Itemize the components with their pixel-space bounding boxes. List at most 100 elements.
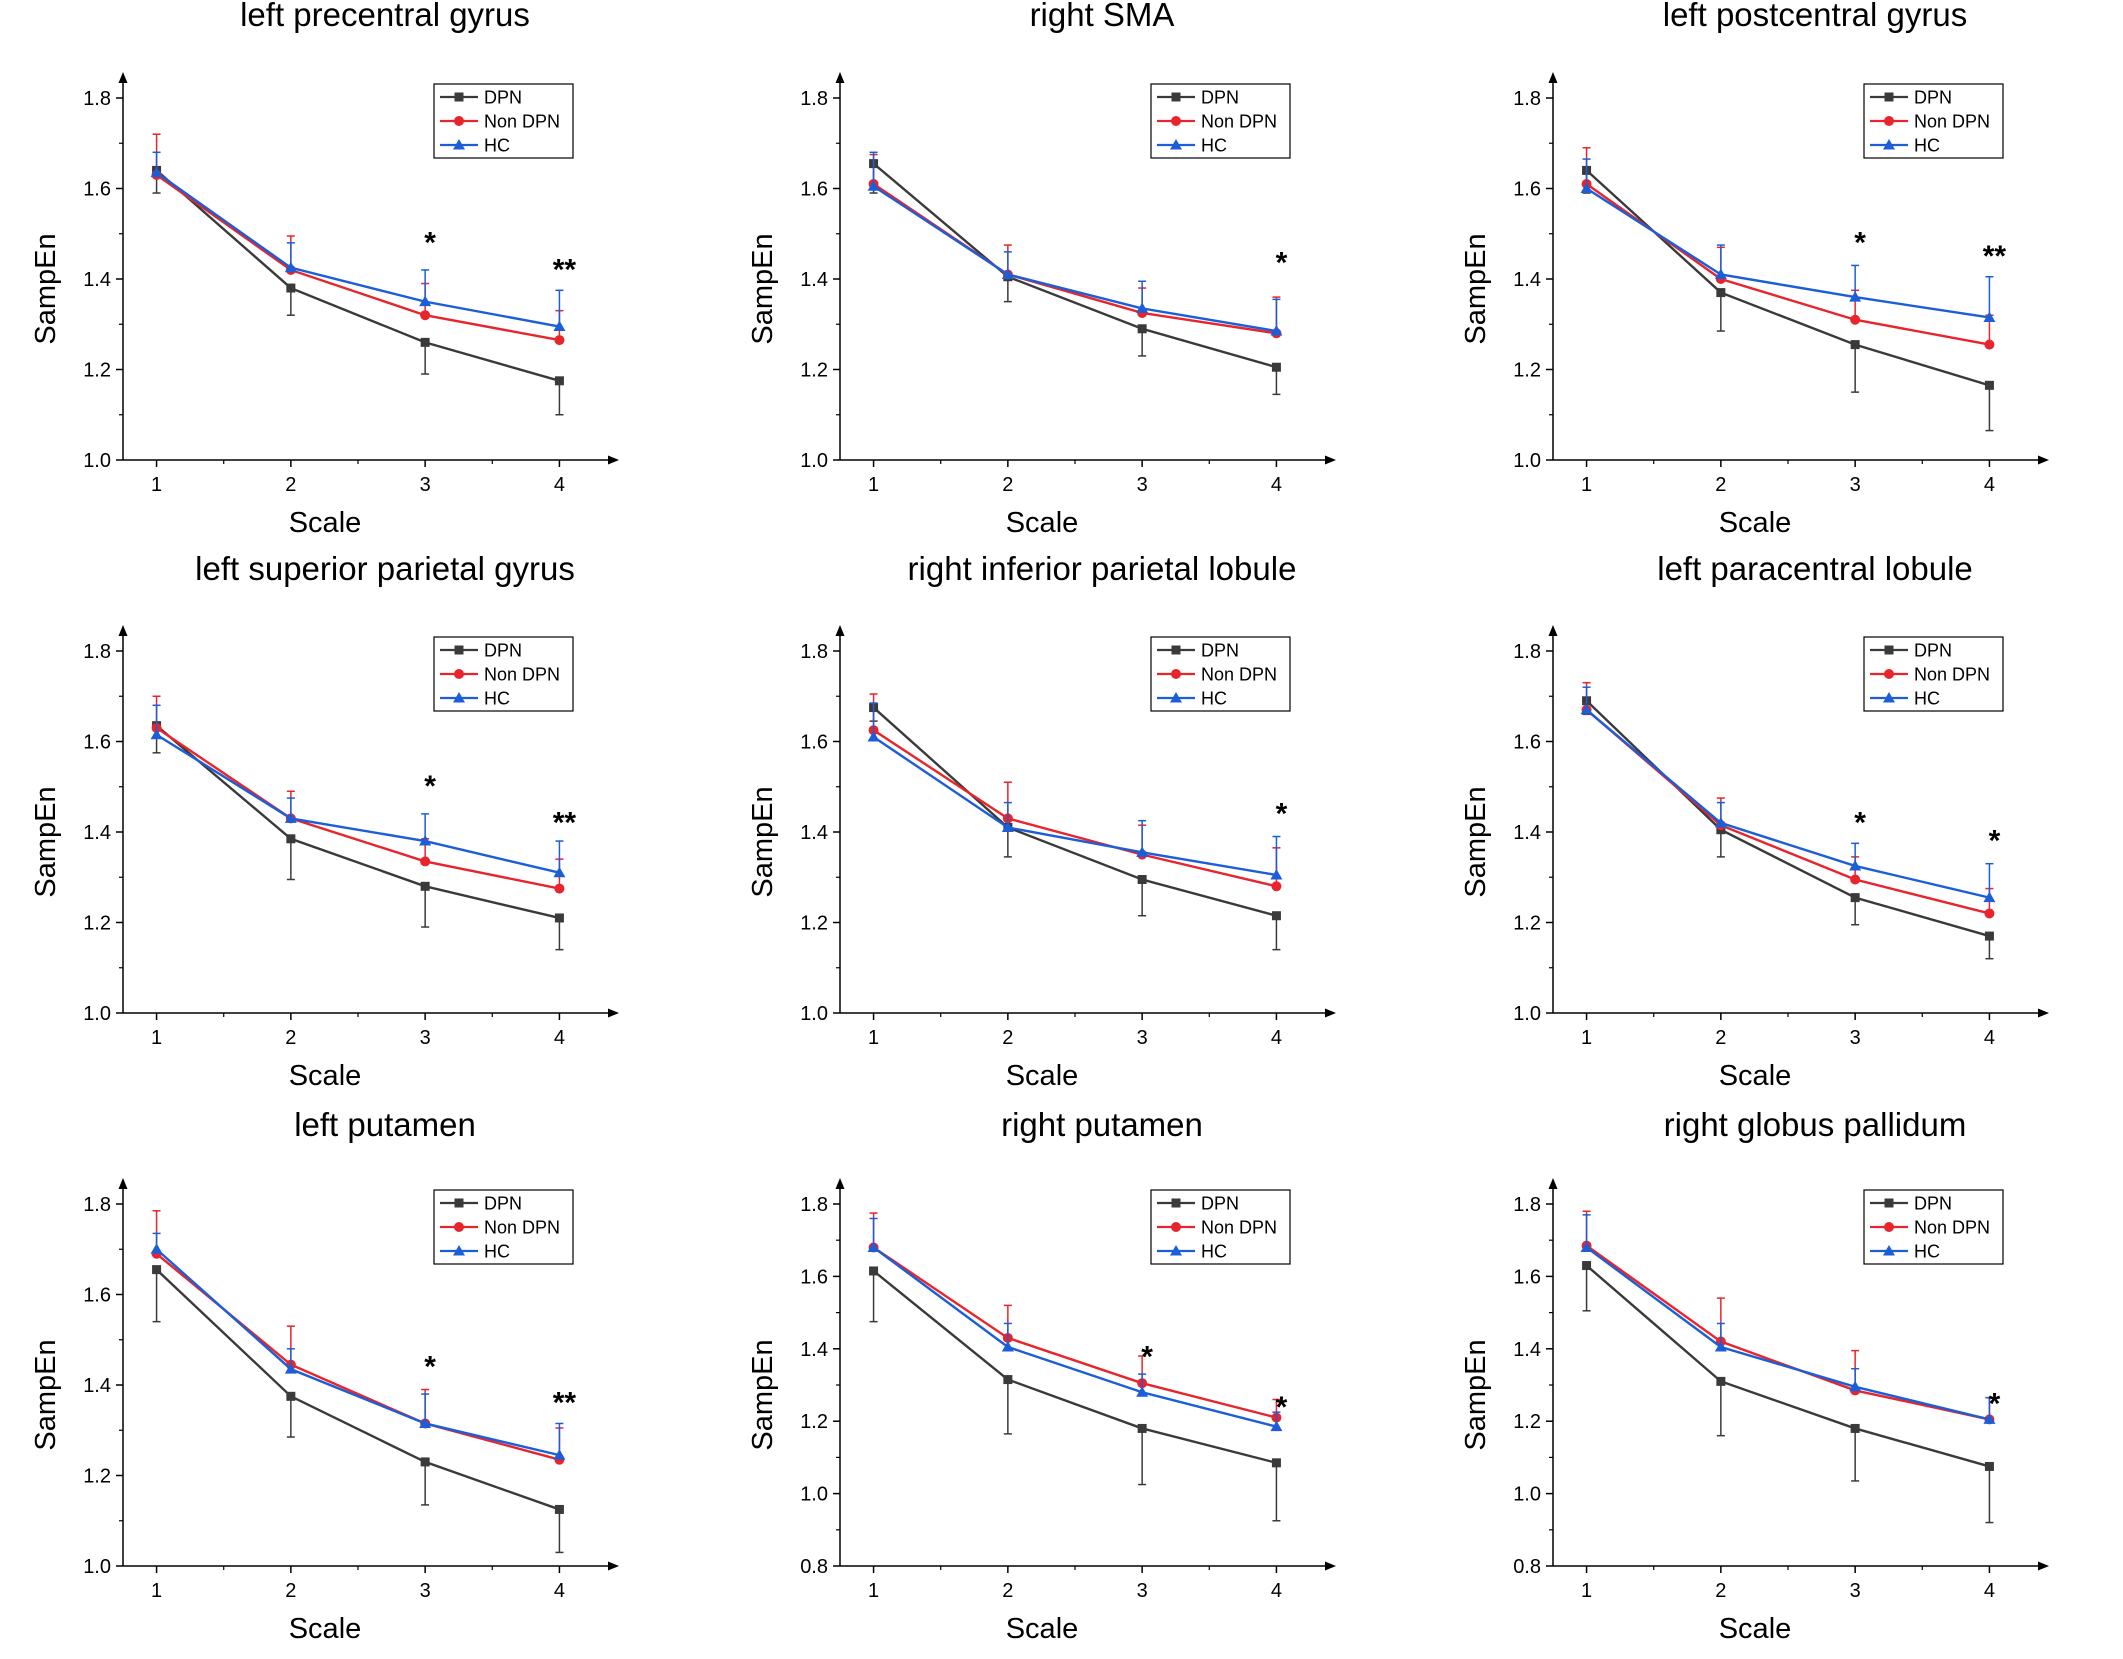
data-point-dpn [1137,324,1147,334]
x-axis-label: Scale [1719,507,1792,539]
data-point-hc [1849,1380,1862,1392]
y-tick-label: 1.6 [1513,732,1541,754]
y-axis-label: SampEn [747,786,779,897]
data-point-hc [419,835,432,846]
legend-label-hc: HC [1914,1242,1940,1262]
x-tick-label: 2 [1002,1580,1013,1602]
y-axis-arrow [1548,72,1558,83]
x-axis-arrow [1325,455,1336,465]
y-axis-label: SampEn [30,786,62,897]
y-tick-label: 1.0 [800,1003,828,1025]
data-point-hc [1270,868,1283,880]
significance-marker: * [424,1350,436,1383]
y-tick-label: 1.6 [83,179,111,201]
legend-marker-dpn [454,92,464,102]
x-tick-label: 1 [868,474,879,496]
data-point-hc [553,320,566,332]
y-tick-label: 1.4 [800,822,828,844]
data-point-non-dpn [554,883,565,894]
y-tick-label: 1.4 [83,1375,111,1397]
chart-title: right globus pallidum [1664,1106,1967,1143]
y-tick-label: 1.8 [1513,88,1541,110]
y-axis-label: SampEn [30,1339,62,1450]
y-tick-label: 1.2 [83,913,111,935]
data-point-hc [867,730,880,742]
data-point-hc [284,1363,297,1374]
legend-marker-dpn [1884,1198,1894,1208]
legend-marker-non-dpn [1884,669,1894,679]
x-axis-arrow [608,455,619,465]
legend-label-hc: HC [484,1242,510,1262]
y-tick-label: 1.6 [800,179,828,201]
data-point-hc [1001,1340,1014,1352]
data-point-non-dpn [1850,874,1861,885]
y-axis-arrow [835,625,845,636]
chart-panel-9: right globus pallidum 0.8 1.0 1.2 1.4 1.6 1.8 1… [1460,1106,2049,1645]
y-tick-label: 1.4 [800,269,828,291]
y-axis-arrow [118,625,128,636]
y-tick-label: 1.2 [1513,913,1541,935]
y-tick-label: 1.0 [1513,1484,1541,1506]
data-point-hc [1849,859,1862,871]
series-line-hc [1585,1246,1990,1421]
x-axis-arrow [1325,1008,1336,1018]
chart-title: left superior parietal gyrus [195,550,575,587]
y-axis-label: SampEn [1460,786,1492,897]
y-tick-label: 1.0 [1513,450,1541,472]
y-tick-label: 1.2 [800,360,828,382]
chart-panel-2: right SMA 1.0 1.2 1.4 1.6 1.8 1 2 3 4 Scale SampEn *… [747,0,1336,539]
legend-marker-dpn [1171,92,1181,102]
legend-label-hc: HC [1201,136,1227,156]
series-line-dpn [872,162,1277,369]
legend-marker-non-dpn [1884,116,1894,126]
series-line-dpn [1585,169,1990,387]
chart-title: right putamen [1001,1106,1203,1143]
series-line-hc [155,733,560,874]
x-tick-label: 3 [1850,1027,1861,1049]
y-tick-label: 1.4 [1513,1339,1541,1361]
data-point-dpn [1271,911,1281,921]
legend-label-non-dpn: Non DPN [484,665,560,685]
significance-marker: ** [553,1387,577,1420]
y-tick-label: 1.6 [1513,179,1541,201]
legend-marker-dpn [1171,645,1181,655]
data-point-hc [1714,1340,1727,1352]
y-axis-arrow [1548,1178,1558,1189]
legend-label-dpn: DPN [1914,1194,1952,1214]
significance-marker: * [424,226,436,259]
data-point-hc [419,1417,432,1428]
data-point-dpn [1850,893,1860,903]
data-point-dpn [420,881,430,891]
series-line-dpn [1585,1264,1990,1468]
data-point-hc [284,261,297,273]
data-point-non-dpn [420,856,431,867]
y-tick-label: 1.0 [800,450,828,472]
data-point-hc [1580,182,1593,193]
data-point-hc [1580,703,1593,715]
legend-label-non-dpn: Non DPN [1914,112,1990,132]
data-point-dpn [1716,1376,1726,1386]
series-line-dpn [155,724,560,920]
significance-marker: * [1276,797,1288,830]
data-point-dpn [1003,1375,1013,1385]
legend-label-dpn: DPN [1914,641,1952,661]
x-tick-label: 4 [1984,1027,1995,1049]
legend-marker-hc [1883,692,1895,703]
data-point-dpn [1271,1458,1281,1468]
legend-marker-dpn [454,645,464,655]
series-line-hc [1585,708,1990,899]
data-point-hc [1136,302,1149,313]
y-tick-label: 1.8 [83,1194,111,1216]
legend-label-dpn: DPN [1914,88,1952,108]
data-point-dpn [286,283,296,293]
series-line-non-dpn [1585,182,1990,346]
legend-marker-hc [453,139,465,150]
data-point-hc [867,180,880,191]
series-line-non-dpn [1585,1244,1990,1421]
legend-marker-hc [453,692,465,703]
data-point-dpn [1984,931,1994,941]
data-point-hc [1849,291,1862,302]
legend-label-non-dpn: Non DPN [1201,1218,1277,1238]
x-tick-label: 2 [1002,1027,1013,1049]
legend-label-hc: HC [484,689,510,709]
